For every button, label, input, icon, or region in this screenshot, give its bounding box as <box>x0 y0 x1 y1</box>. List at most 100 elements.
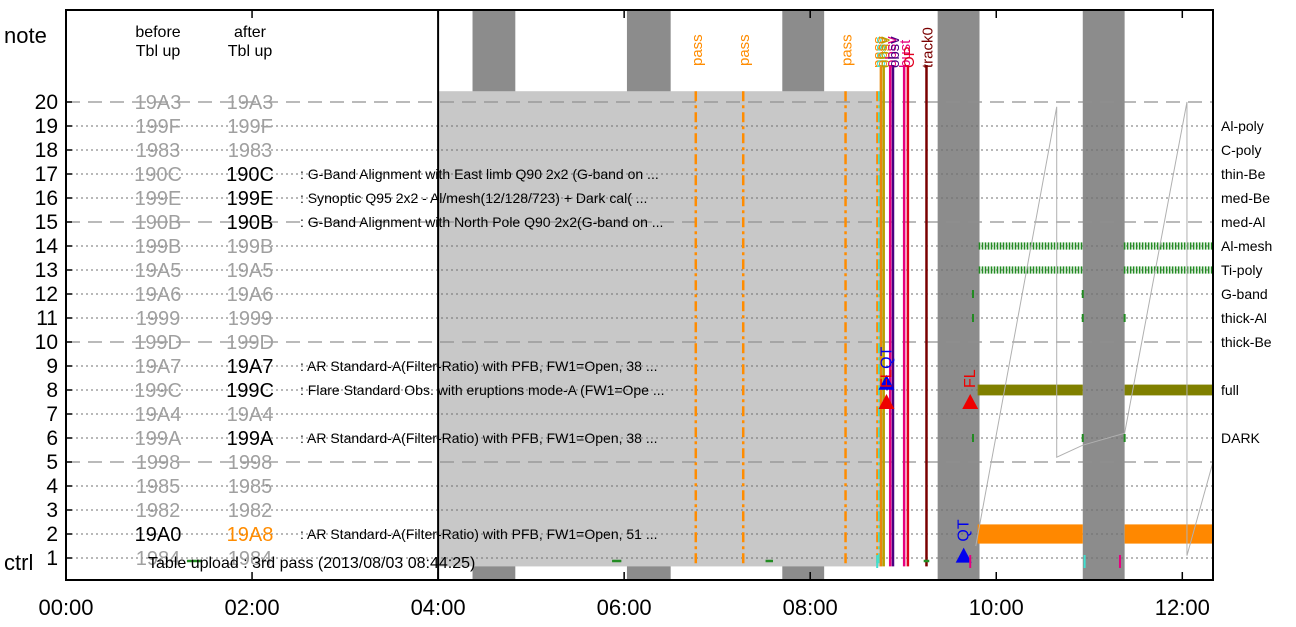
before-code: 19A3 <box>135 92 182 114</box>
y-tick-label: 14 <box>35 235 59 258</box>
after-code: 199C <box>226 380 274 402</box>
before-code: 199D <box>134 332 182 354</box>
y-tick-label: 18 <box>35 139 58 162</box>
event-label: obsv <box>886 36 903 68</box>
y-tick-label: 6 <box>46 427 58 450</box>
y-tick-label: 8 <box>46 379 58 402</box>
x-tick-label: 08:00 <box>783 595 838 620</box>
event-label: bust <box>897 39 914 68</box>
before-code: 19A7 <box>135 356 182 378</box>
event-label: pass <box>870 36 887 68</box>
after-header: Tbl up <box>228 43 273 60</box>
filter-label: Al-poly <box>1221 118 1264 134</box>
y-tick-label: 20 <box>35 91 58 114</box>
y-tick-label: 10 <box>35 331 58 354</box>
filter-bar <box>978 242 1083 250</box>
filter-label: Ti-poly <box>1221 262 1263 278</box>
y-tick-label: 5 <box>46 451 58 474</box>
after-code: 190C <box>226 164 274 186</box>
y-tick-label: 4 <box>46 475 58 498</box>
after-code: 19A4 <box>227 404 274 426</box>
plot-frame <box>65 9 1214 581</box>
after-code: 1984 <box>228 548 273 570</box>
filter-bar <box>978 266 1083 274</box>
after-code: 199F <box>227 116 273 138</box>
sawtooth-line <box>975 101 1213 556</box>
before-code: 1985 <box>136 476 181 498</box>
program-description: : G-Band Alignment with North Pole Q90 2… <box>300 214 663 230</box>
program-description: : AR Standard-A(Filter-Ratio) with PFB, … <box>300 358 658 374</box>
table-upload-note: Table upload : 3rd pass (2013/08/03 08:4… <box>148 555 475 572</box>
y-tick-label: 9 <box>46 355 58 378</box>
before-code: 199B <box>135 236 182 258</box>
y-tick-label: 16 <box>35 187 58 210</box>
before-header: before <box>135 24 180 41</box>
pass-label: pass <box>839 34 856 66</box>
marker-label: QT <box>956 519 973 541</box>
program-description: : Flare Standard Obs. with eruptions mod… <box>300 382 665 398</box>
y-tick-label: 15 <box>35 211 58 234</box>
before-code: 190B <box>135 212 182 234</box>
y-tick-label: 3 <box>46 499 58 522</box>
night-band <box>1082 10 1125 580</box>
filter-label: full <box>1221 382 1239 398</box>
after-code: 1999 <box>228 308 273 330</box>
after-code: 1983 <box>228 140 273 162</box>
filter-label: med-Al <box>1221 214 1265 230</box>
after-code: 190B <box>227 212 274 234</box>
event-label: track0 <box>919 27 936 68</box>
filter-label: thick-Al <box>1221 310 1267 326</box>
plot-area <box>66 10 1213 580</box>
before-code: 199E <box>135 188 182 210</box>
filter-label: DARK <box>1221 430 1261 446</box>
after-code: 199E <box>227 188 274 210</box>
x-tick-label: 12:00 <box>1155 595 1210 620</box>
before-code: 19A6 <box>135 284 182 306</box>
status-bar <box>1124 384 1213 396</box>
y-tick-label: 11 <box>36 307 58 330</box>
before-code: 199A <box>135 428 182 450</box>
filter-label: G-band <box>1221 286 1268 302</box>
filter-label: med-Be <box>1221 190 1270 206</box>
event-label: obsv <box>883 36 900 68</box>
event-label: pass <box>872 36 889 68</box>
marker-label: FL <box>878 369 895 388</box>
y-tick-label: 13 <box>35 259 58 282</box>
event-label: obsv <box>874 36 891 68</box>
y-tick-label: 12 <box>35 283 58 306</box>
after-code: 1982 <box>228 500 273 522</box>
x-tick-label: 02:00 <box>225 595 280 620</box>
after-code: 1998 <box>228 452 273 474</box>
before-code: 19A5 <box>135 260 182 282</box>
pass-label: pass <box>689 34 706 66</box>
y-axis-top-label: note <box>4 23 47 48</box>
before-code: 1998 <box>136 452 181 474</box>
filter-bar <box>1123 266 1213 274</box>
y-tick-label: 17 <box>35 163 58 186</box>
marker-triangle <box>878 374 895 390</box>
before-code: 190C <box>134 164 182 186</box>
before-code: 199C <box>134 380 182 402</box>
x-tick-label: 06:00 <box>597 595 652 620</box>
event-label: obsv <box>877 36 894 68</box>
y-tick-label: 1 <box>46 547 58 570</box>
marker-triangle <box>878 394 895 409</box>
after-code: 1985 <box>228 476 273 498</box>
filter-label: thin-Be <box>1221 166 1266 182</box>
after-code: 19A8 <box>227 524 274 546</box>
before-code: 1983 <box>136 140 181 162</box>
after-code: 199D <box>226 332 274 354</box>
x-tick-label: 00:00 <box>38 595 93 620</box>
y-tick-label: 19 <box>35 115 58 138</box>
x-tick-label: 10:00 <box>969 595 1024 620</box>
program-description: : AR Standard-A(Filter-Ratio) with PFB, … <box>300 526 658 542</box>
marker-label: QT <box>878 346 895 368</box>
marker-triangle <box>962 394 979 409</box>
after-header: after <box>234 24 267 41</box>
observation-region <box>438 91 883 567</box>
after-code: 19A7 <box>227 356 274 378</box>
after-code: 19A5 <box>227 260 274 282</box>
status-bar <box>977 384 1083 396</box>
